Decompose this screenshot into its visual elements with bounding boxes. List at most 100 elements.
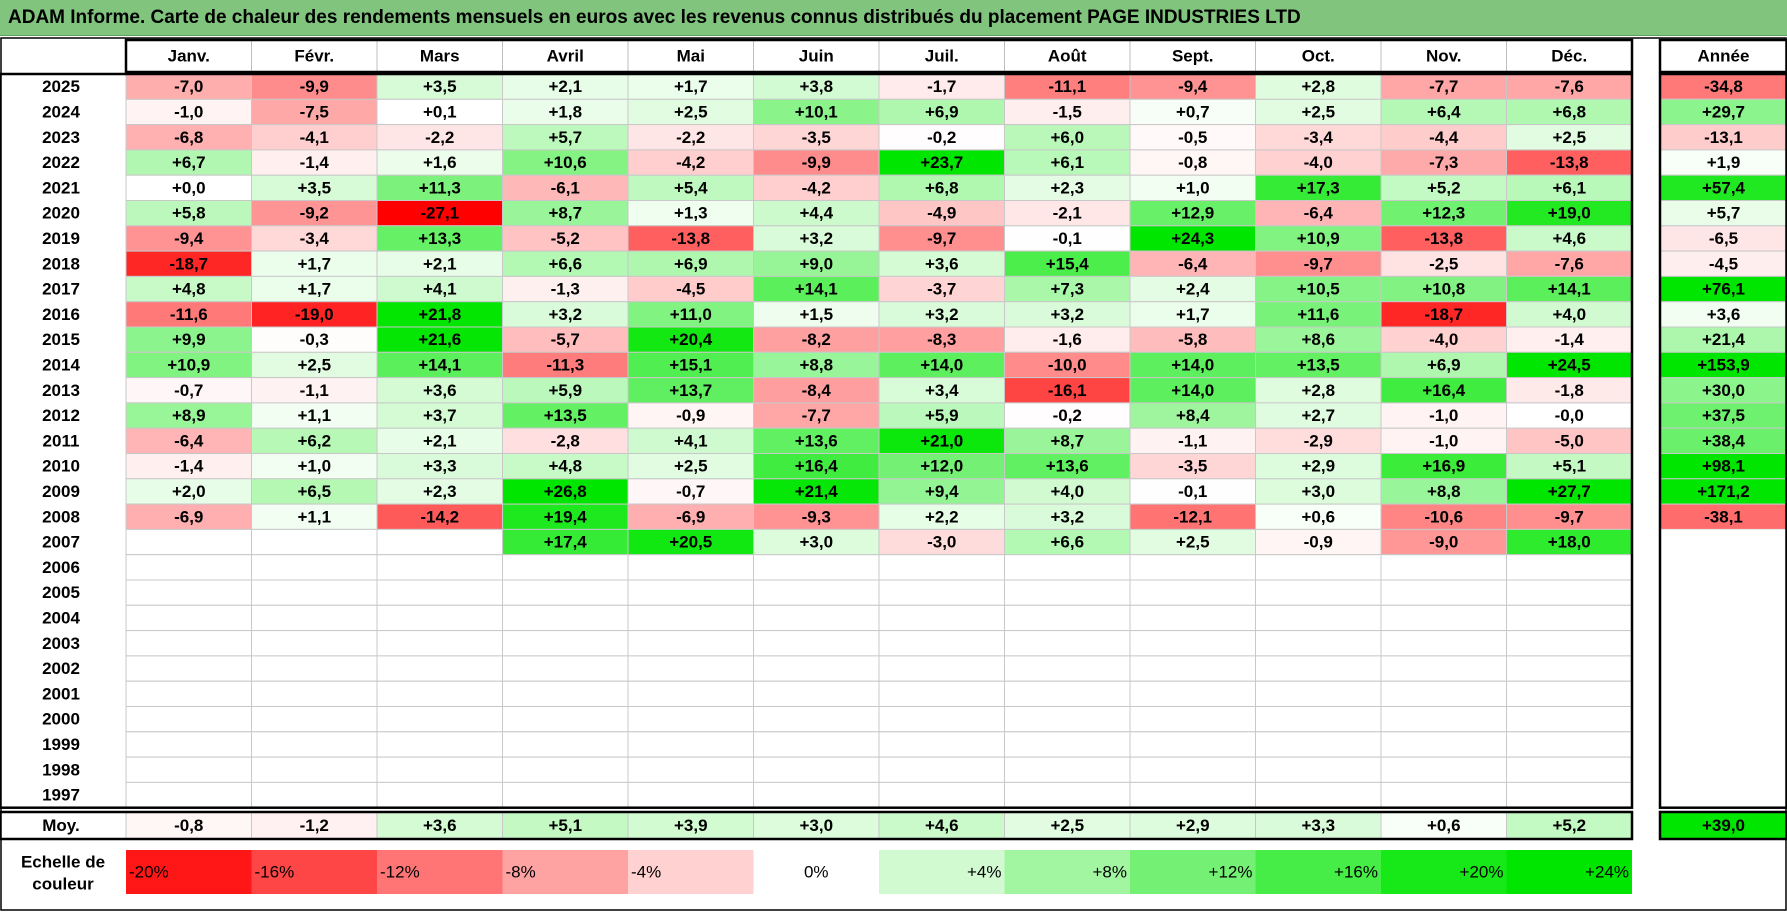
heatmap-cell <box>251 781 378 809</box>
heatmap-cell <box>878 275 1005 303</box>
heatmap-cell-value: -9,7 <box>1304 254 1333 273</box>
heatmap-cell <box>125 554 252 581</box>
heatmap-cell <box>125 200 252 227</box>
heatmap-cell-value: +3,3 <box>423 457 457 476</box>
heatmap-cell-value: +1,1 <box>297 406 331 425</box>
heatmap-cell <box>1255 756 1382 783</box>
heatmap-cell-value: +8,6 <box>1301 330 1335 349</box>
heatmap-cell-value: -13,8 <box>671 229 710 248</box>
month-header-cell <box>878 39 1005 73</box>
heatmap-cell-value: -11,6 <box>170 305 208 324</box>
scale-swatch <box>1255 850 1381 894</box>
heatmap-cell-value: +23,7 <box>920 153 963 172</box>
heatmap-cell-value: -4,5 <box>676 280 705 299</box>
heatmap-cell-value: +11,0 <box>670 305 712 324</box>
year-total-cell <box>1660 655 1787 682</box>
heatmap-cell <box>502 680 629 708</box>
heatmap-cell <box>251 124 378 151</box>
heatmap-cell <box>1255 630 1382 657</box>
heatmap-cell-value: +0,1 <box>423 102 457 121</box>
year-label: 1997 <box>42 786 80 805</box>
heatmap-cell-value: +4,0 <box>1050 482 1084 501</box>
heatmap-cell-value: +24,5 <box>1548 355 1591 374</box>
year-total-value: +29,7 <box>1702 102 1745 121</box>
heatmap-cell-value: +12,0 <box>920 457 963 476</box>
month-header-frame <box>124 38 1634 74</box>
heatmap-cell <box>878 706 1005 733</box>
scale-swatch-label: 0% <box>804 863 829 882</box>
heatmap-cell-value: -3,4 <box>300 229 330 248</box>
heatmap-cell-value: +1,1 <box>297 507 331 526</box>
heatmap-cell-value: -9,7 <box>927 229 956 248</box>
heatmap-cell <box>125 706 252 733</box>
heatmap-cell-value: +6,8 <box>925 178 959 197</box>
heatmap-cell <box>627 680 754 708</box>
heatmap-cell-value: +8,7 <box>548 204 582 223</box>
year-total-cell <box>1660 731 1787 758</box>
heatmap-cell <box>1004 478 1131 505</box>
data-rows-frame <box>0 72 1634 809</box>
heatmap-cell-value: -11,3 <box>546 355 584 374</box>
heatmap-cell-value: +26,8 <box>544 482 587 501</box>
heatmap-cell-value: +0,0 <box>172 178 206 197</box>
heatmap-cell-value: -10,6 <box>1424 507 1463 526</box>
heatmap-cell <box>1380 756 1507 783</box>
heatmap-cell <box>376 756 503 783</box>
heatmap-cell <box>502 503 629 530</box>
heatmap-cell <box>1506 655 1633 682</box>
heatmap-cell <box>1004 402 1131 429</box>
heatmap-cell-value: +3,4 <box>925 381 959 400</box>
average-row-frame <box>0 810 1634 841</box>
month-header-label: Févr. <box>294 47 334 66</box>
scale-swatch <box>879 850 1005 894</box>
heatmap-cell <box>627 478 754 505</box>
heatmap-cell <box>251 756 378 783</box>
heatmap-cell <box>125 604 252 632</box>
heatmap-cell-value: -2,2 <box>676 128 705 147</box>
heatmap-cell-value: +3,5 <box>297 178 331 197</box>
heatmap-cell <box>878 427 1005 455</box>
scale-swatch <box>1381 850 1507 894</box>
heatmap-cell-value: -0,1 <box>1178 482 1207 501</box>
heatmap-cell <box>627 453 754 480</box>
heatmap-cell <box>376 250 503 277</box>
heatmap-cell <box>502 174 629 201</box>
average-cell-value: +2,5 <box>1050 816 1084 835</box>
heatmap-cell-value: +9,4 <box>925 482 959 501</box>
heatmap-cell-value: +6,4 <box>1427 102 1461 121</box>
scale-swatch <box>1506 850 1632 894</box>
heatmap-cell <box>627 124 754 151</box>
heatmap-cell <box>878 756 1005 783</box>
heatmap-cell <box>1380 200 1507 227</box>
heatmap-cell-value: +14,0 <box>1171 355 1214 374</box>
heatmap-cell <box>1506 604 1633 632</box>
heatmap-cell-value: +19,0 <box>1548 204 1591 223</box>
heatmap-cell-value: -6,9 <box>676 507 705 526</box>
heatmap-cell <box>753 630 880 657</box>
average-cell-value: +5,2 <box>1552 816 1586 835</box>
heatmap-cell <box>1506 528 1633 556</box>
heatmap-cell <box>1380 478 1507 505</box>
heatmap-cell <box>502 554 629 581</box>
heatmap-cell <box>1255 98 1382 126</box>
heatmap-cell <box>1255 528 1382 556</box>
heatmap-cell <box>376 73 503 100</box>
heatmap-cell <box>1506 98 1633 126</box>
scale-swatch-label: +4% <box>967 863 1002 882</box>
year-total-cell <box>1660 706 1787 732</box>
heatmap-cell-value: -0,0 <box>1555 406 1584 425</box>
scale-swatch <box>1004 850 1130 894</box>
heatmap-cell <box>502 756 629 783</box>
heatmap-cell <box>251 706 378 733</box>
heatmap-cell <box>753 554 880 581</box>
heatmap-cell-value: -2,5 <box>1429 254 1458 273</box>
heatmap-cell <box>376 781 503 809</box>
heatmap-cell-value: +4,4 <box>799 204 833 223</box>
year-total-cell <box>1660 605 1787 631</box>
heatmap-cell <box>1129 731 1256 758</box>
heatmap-cell <box>125 351 252 379</box>
heatmap-cell <box>753 149 880 176</box>
heatmap-cell <box>1506 326 1633 353</box>
heatmap-cell-value: +13,5 <box>544 406 587 425</box>
heatmap-cell-value: -14,2 <box>420 507 459 526</box>
